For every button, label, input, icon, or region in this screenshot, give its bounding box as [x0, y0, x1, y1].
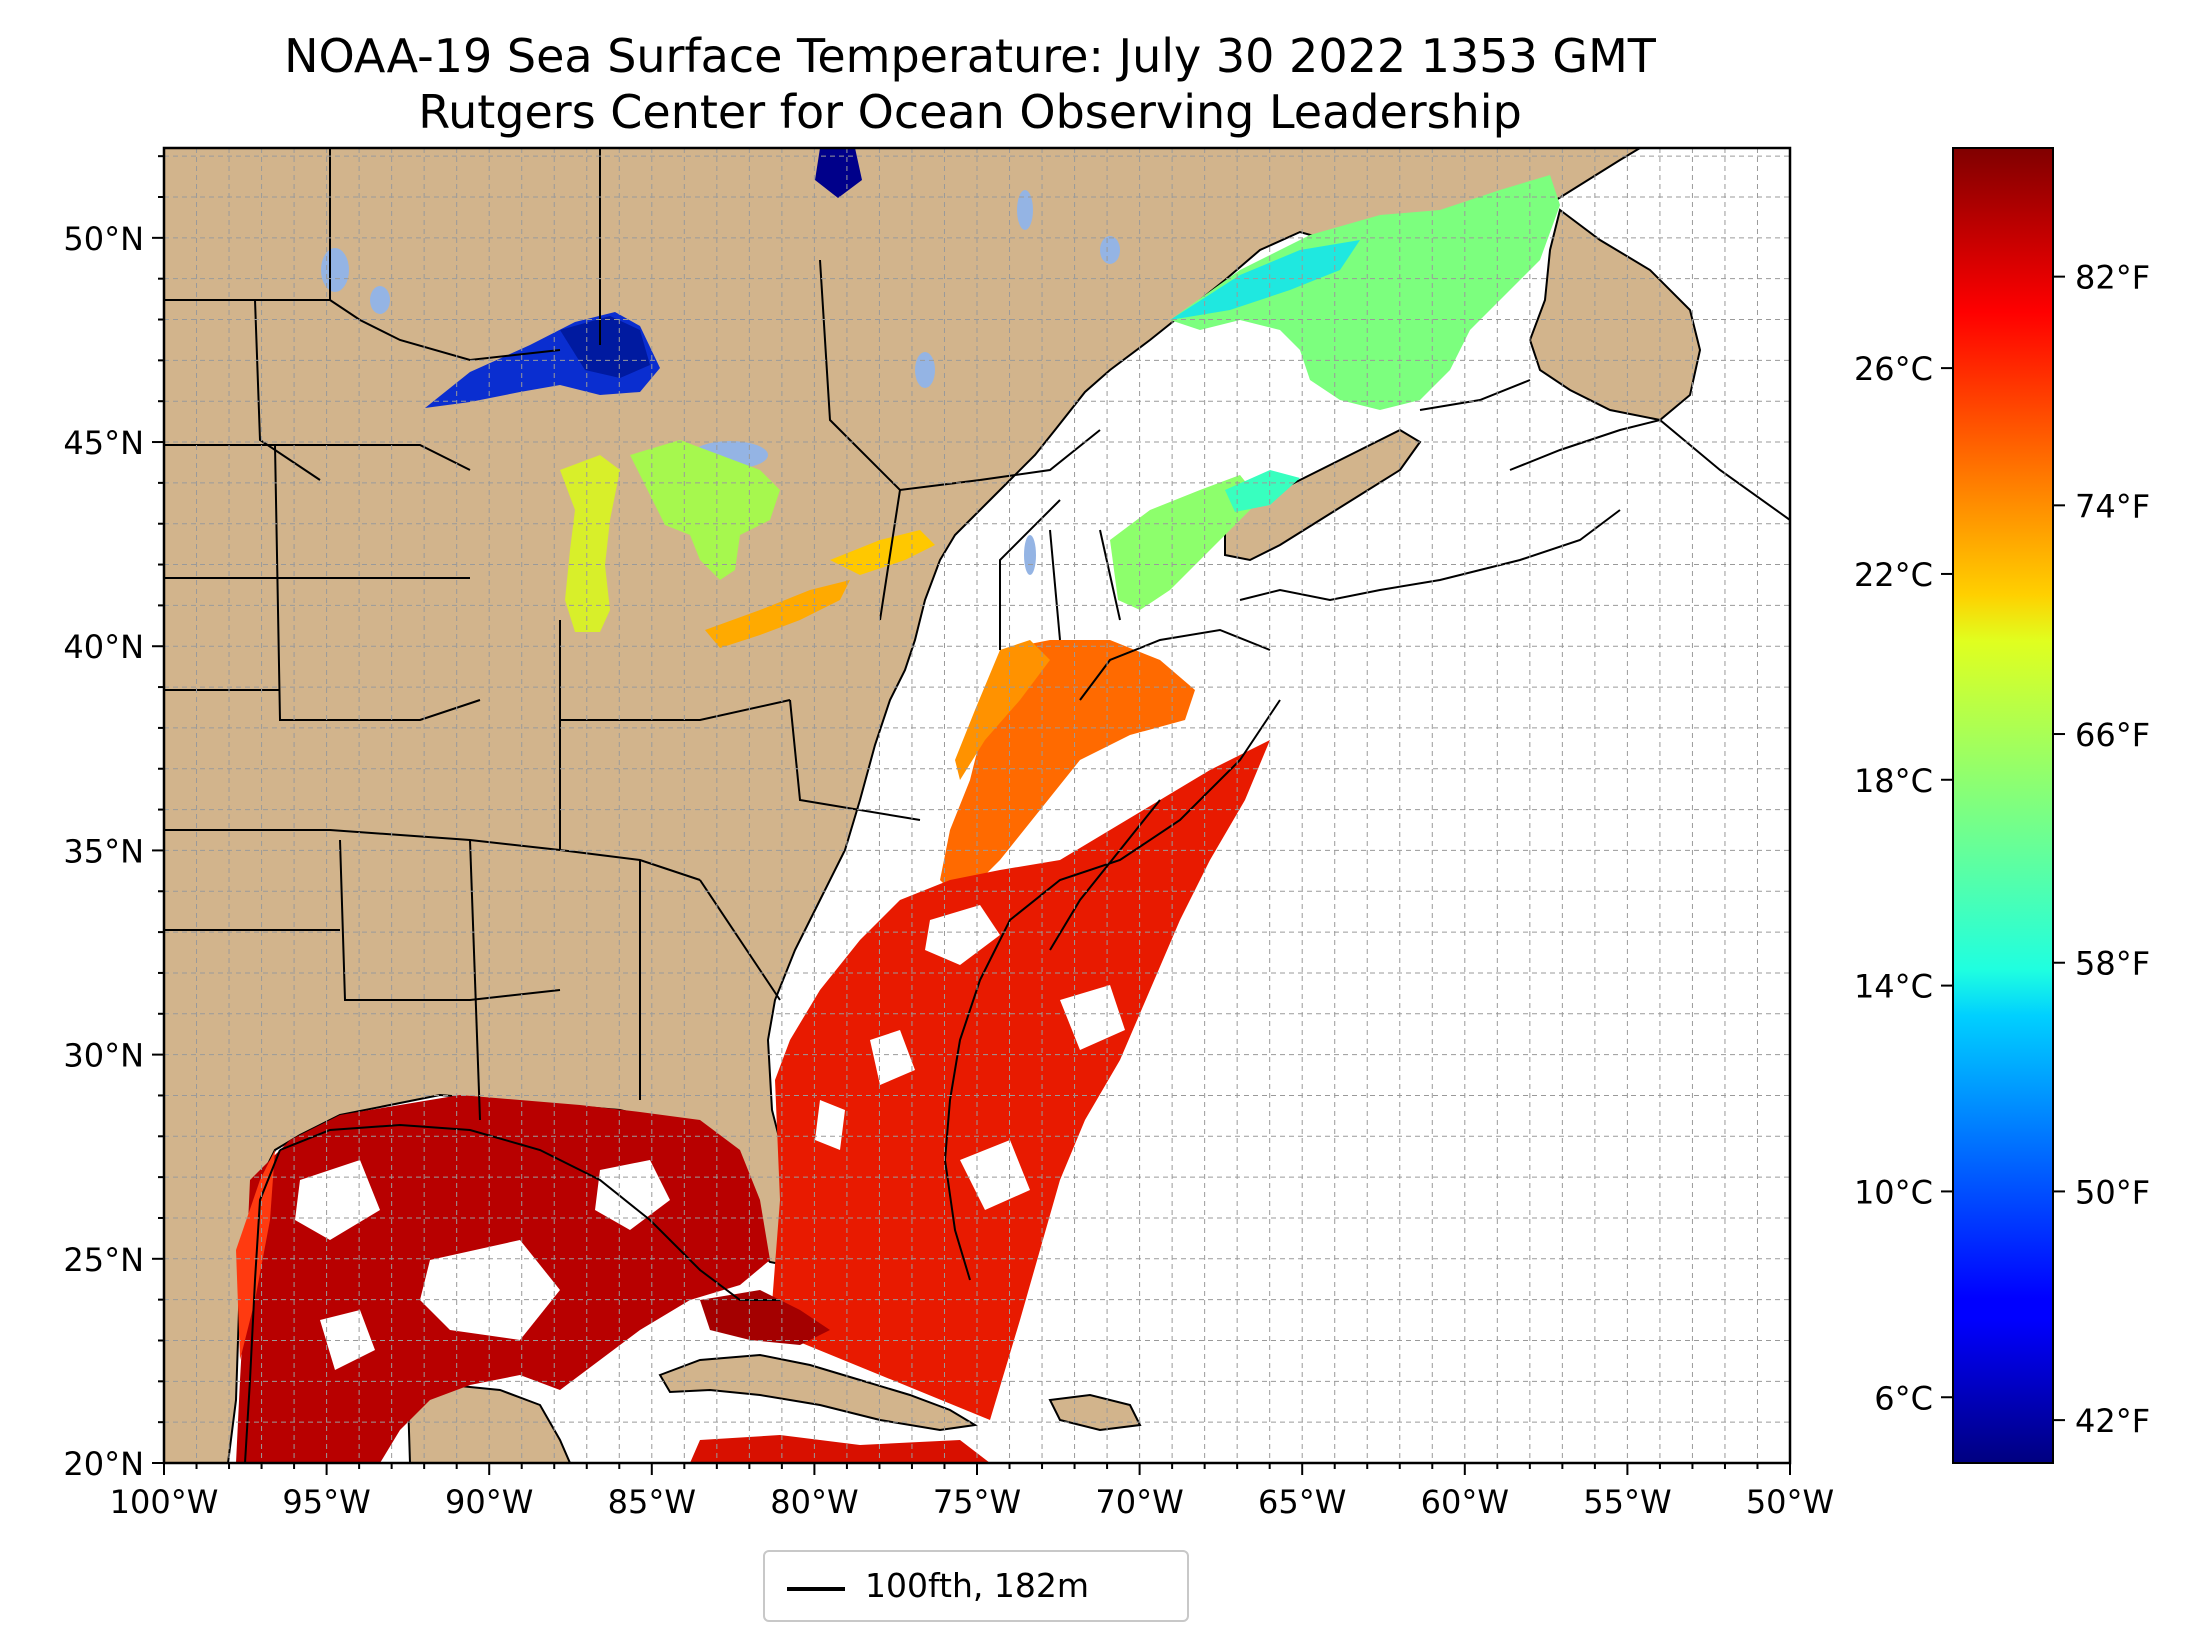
celsius-tick-label: 10°C	[1854, 1173, 1933, 1211]
sst-lake-erie	[705, 580, 850, 648]
x-tick-label: 75°W	[933, 1483, 1021, 1521]
title-line-2: Rutgers Center for Ocean Observing Leade…	[418, 85, 1522, 139]
fahrenheit-tick-label: 58°F	[2075, 945, 2150, 983]
colorbar	[1952, 147, 2054, 1464]
y-tick-label: 30°N	[63, 1037, 144, 1075]
x-tick-label: 100°W	[110, 1483, 219, 1521]
x-tick-label: 95°W	[282, 1483, 370, 1521]
fahrenheit-tick-label: 74°F	[2075, 487, 2150, 525]
sst-southeast-swath	[770, 740, 1270, 1420]
fahrenheit-tick-label: 82°F	[2075, 259, 2150, 297]
map-layers	[164, 148, 1790, 1463]
sst-nearshore-orange	[955, 640, 1050, 780]
legend-label: 100fth, 182m	[865, 1566, 1089, 1605]
fahrenheit-tick-label: 66°F	[2075, 716, 2150, 754]
x-tick-label: 60°W	[1421, 1483, 1509, 1521]
celsius-tick-label: 18°C	[1854, 762, 1933, 800]
sst-caribbean-strip	[690, 1435, 990, 1463]
map-title: NOAA-19 Sea Surface Temperature: July 30…	[0, 28, 1940, 140]
y-tick-label: 50°N	[63, 220, 144, 258]
y-tick-label: 20°N	[63, 1445, 144, 1483]
y-tick-label: 45°N	[63, 424, 144, 462]
y-axis-ticks: 20°N 25°N 30°N 35°N 40°N 45°N 50°N	[63, 155, 164, 1483]
land-cuba	[658, 1353, 978, 1432]
x-tick-label: 70°W	[1095, 1483, 1183, 1521]
title-line-1: NOAA-19 Sea Surface Temperature: July 30…	[284, 29, 1656, 83]
fahrenheit-tick-label: 42°F	[2075, 1402, 2150, 1440]
y-tick-label: 25°N	[63, 1241, 144, 1279]
cloud-gaps	[815, 905, 1125, 1210]
y-tick-label: 40°N	[63, 628, 144, 666]
sst-lake-winnipeg	[815, 148, 862, 198]
sst-gulf-of-maine	[1110, 475, 1260, 610]
sst-gulf-stlawrence	[1170, 175, 1560, 410]
celsius-tick-label: 14°C	[1854, 968, 1933, 1006]
x-tick-label: 80°W	[770, 1483, 858, 1521]
celsius-tick-label: 6°C	[1874, 1379, 1933, 1417]
sst-lake-michigan	[560, 455, 620, 632]
x-axis-ticks: 100°W 95°W 90°W 85°W 80°W 75°W 70°W 65°W 60°W 55°…	[110, 1463, 1834, 1521]
sst-lake-superior-cold	[560, 316, 650, 378]
colorbar-celsius-ticks: 6°C 10°C 14°C 18°C 22°C 26°C	[1854, 350, 1953, 1417]
land-maritimes	[1224, 428, 1422, 562]
x-tick-label: 50°W	[1746, 1483, 1834, 1521]
x-tick-label: 65°W	[1258, 1483, 1346, 1521]
sst-stlawrence-estuary	[1170, 240, 1360, 320]
x-tick-label: 90°W	[445, 1483, 533, 1521]
legend: 100fth, 182m	[763, 1550, 1189, 1622]
x-tick-label: 55°W	[1583, 1483, 1671, 1521]
celsius-tick-label: 26°C	[1854, 350, 1933, 388]
sst-lake-ontario	[830, 530, 935, 575]
gridlines	[164, 148, 1790, 1463]
fahrenheit-tick-label: 50°F	[2075, 1173, 2150, 1211]
sst-gulf-warm-edge	[236, 1150, 275, 1360]
sst-florida-straits	[700, 1290, 830, 1345]
sst-bay-fundy	[1225, 470, 1300, 512]
colorbar-fahrenheit-ticks: 42°F 50°F 58°F 66°F 74°F 82°F	[2053, 259, 2150, 1440]
x-tick-label: 85°W	[608, 1483, 696, 1521]
y-tick-label: 35°N	[63, 832, 144, 870]
political-borders	[164, 148, 1121, 1121]
sst-lake-huron	[630, 440, 780, 580]
land-newfoundland	[1528, 208, 1702, 422]
celsius-tick-label: 22°C	[1854, 556, 1933, 594]
legend-line-swatch	[787, 1587, 845, 1591]
land-hispaniola	[1048, 1393, 1142, 1432]
